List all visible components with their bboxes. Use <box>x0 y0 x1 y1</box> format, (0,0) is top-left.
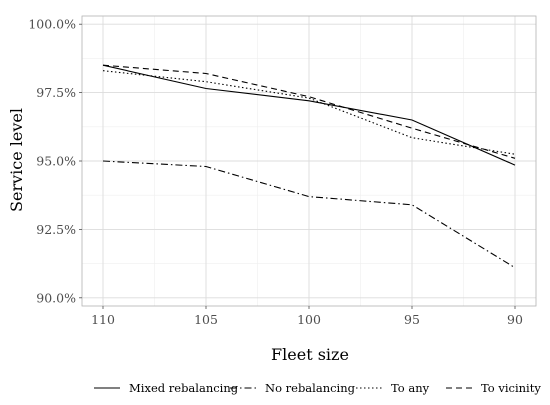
series-lines <box>102 64 516 269</box>
legend: Mixed rebalancing No rebalancing To any To … <box>94 381 541 395</box>
y-axis-title: Service level <box>7 108 26 212</box>
y-tick-label: 97.5% <box>36 85 76 100</box>
legend-label: To any <box>391 381 430 395</box>
y-tick-label: 100.0% <box>28 17 76 32</box>
x-tick-label: 105 <box>194 312 218 327</box>
x-axis-title: Fleet size <box>271 345 349 364</box>
series-line-to-any <box>102 70 516 155</box>
x-tick-label: 110 <box>91 312 115 327</box>
series-line-mixed-rebalancing <box>102 64 516 166</box>
series-line-to-vicinity <box>102 64 516 159</box>
y-tick-label: 95.0% <box>36 154 76 169</box>
x-tick-label: 90 <box>507 312 523 327</box>
x-axis-ticks: 110 105 100 95 90 <box>91 306 523 327</box>
series-line-no-rebalancing <box>102 160 516 269</box>
legend-label: No rebalancing <box>265 381 356 395</box>
legend-label: To vicinity <box>481 381 541 395</box>
x-tick-label: 100 <box>297 312 321 327</box>
y-tick-label: 90.0% <box>36 290 76 305</box>
y-axis-ticks: 90.0% 92.5% 95.0% 97.5% 100.0% <box>28 17 82 305</box>
x-tick-label: 95 <box>404 312 420 327</box>
legend-label: Mixed rebalancing <box>129 381 239 395</box>
grid <box>82 16 536 306</box>
y-tick-label: 92.5% <box>36 222 76 237</box>
